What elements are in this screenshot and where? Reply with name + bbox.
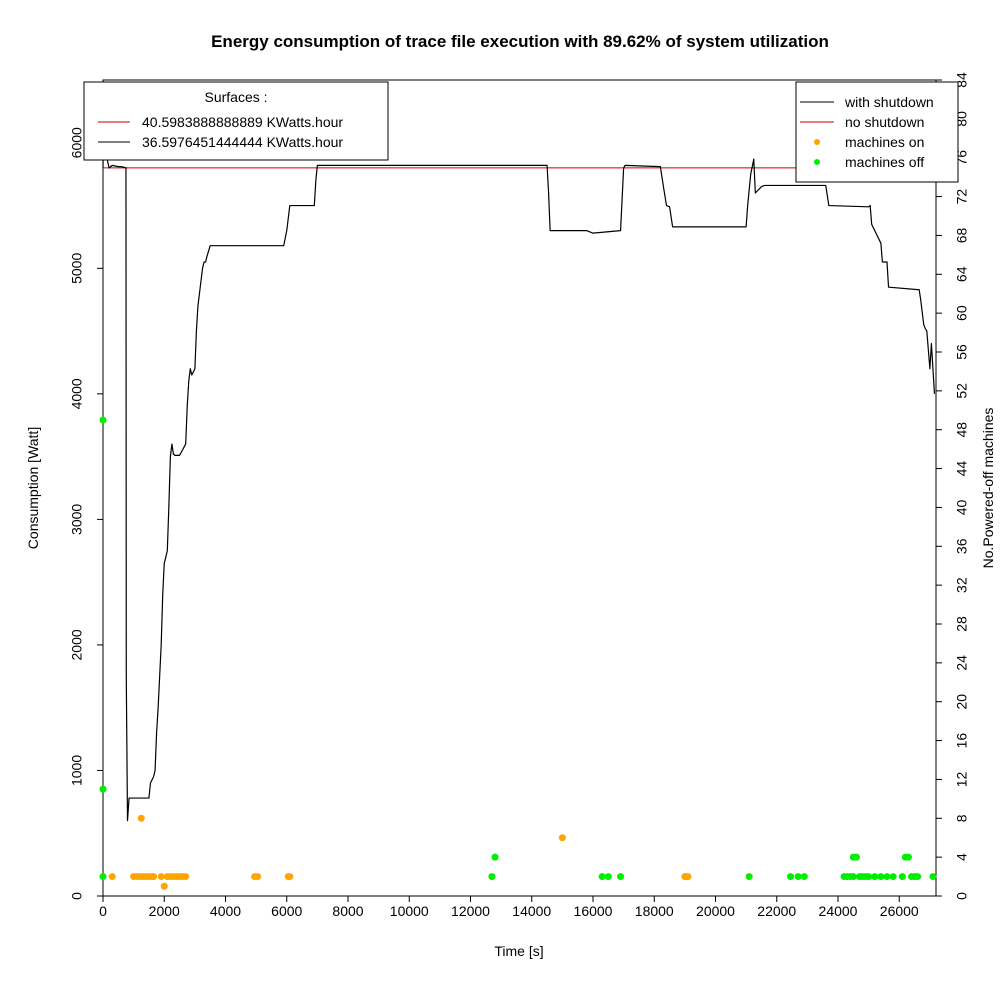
point-machines-off-9 [787,873,795,881]
point-machines-off-31 [914,873,922,881]
x-tick-label-6: 12000 [451,903,490,919]
series-legend: with shutdown no shutdown machines on ma… [795,81,959,183]
point-machines-on-26 [684,873,692,881]
y2-tick-label-9: 36 [954,538,970,554]
point-machines-off-26 [898,873,906,881]
y2-tick-label-13: 52 [954,383,970,399]
point-machines-on-11 [160,882,168,890]
point-machines-on-20 [254,873,262,881]
point-machines-off-22 [871,873,879,881]
y-tick-label-6: 6000 [69,127,85,158]
surfaces-legend-title: Surfaces : [204,89,267,105]
legend-label-with-shutdown: with shutdown [844,94,934,110]
y2-tick-label-8: 32 [954,577,970,593]
point-machines-on-4 [137,814,145,822]
point-machines-off-16 [849,873,857,881]
x-tick-label-8: 16000 [574,903,613,919]
chart-title: Energy consumption of trace file executi… [211,32,829,51]
x-tick-label-10: 20000 [696,903,735,919]
point-machines-off-32 [929,873,937,881]
x-tick-label-12: 24000 [819,903,858,919]
series-legend-box [795,81,959,183]
surfaces-legend-entry-1: 40.5983888888889 KWatts.hour [142,114,343,130]
point-machines-off-6 [604,873,612,881]
legend-key-machines-off [814,159,820,165]
series-line-with-shutdown [102,104,936,822]
x-axis-label: Time [s] [494,943,543,959]
point-machines-on-0 [108,873,116,881]
y2-axis-label: No.Powered-off machines [980,408,996,569]
point-machines-off-7 [617,873,625,881]
y-axis-label: Consumption [Watt] [25,427,41,549]
x-tick-label-13: 26000 [880,903,919,919]
x-tick-label-1: 2000 [149,903,180,919]
y2-tick-label-15: 60 [954,305,970,321]
point-machines-off-21 [865,873,873,881]
plot-area-frame [102,79,937,897]
y-tick-label-3: 3000 [69,504,85,535]
y2-tick-label-1: 4 [954,853,970,861]
legend-label-no-shutdown: no shutdown [845,114,924,130]
point-machines-off-25 [889,873,897,881]
x-tick-label-11: 22000 [757,903,796,919]
point-machines-off-2 [99,873,107,881]
y-tick-label-2: 2000 [69,629,85,660]
point-machines-on-23 [558,834,566,842]
point-machines-off-5 [598,873,606,881]
y-tick-label-1: 1000 [69,755,85,786]
surfaces-legend: Surfaces : 40.5983888888889 KWatts.hour … [83,81,389,161]
x-tick-label-5: 10000 [390,903,429,919]
y2-tick-label-12: 48 [954,422,970,438]
y-tick-label-4: 4000 [69,378,85,409]
x-tick-label-4: 8000 [332,903,363,919]
y2-tick-label-11: 44 [954,461,970,477]
y2-tick-label-14: 56 [954,344,970,360]
legend-label-machines-on: machines on [845,134,924,150]
point-machines-on-10 [157,873,165,881]
point-machines-off-11 [800,873,808,881]
point-machines-off-23 [877,873,885,881]
point-machines-off-3 [488,873,496,881]
y2-tick-label-4: 16 [954,733,970,749]
surfaces-legend-entry-2: 36.5976451444444 KWatts.hour [142,134,343,150]
legend-key-machines-on [814,139,820,145]
y2-tick-label-18: 72 [954,189,970,205]
point-machines-off-17 [852,853,860,861]
x-tick-label-9: 18000 [635,903,674,919]
point-machines-off-8 [745,873,753,881]
point-machines-on-22 [286,873,294,881]
point-machines-off-10 [794,873,802,881]
y-tick-label-5: 5000 [69,253,85,284]
y2-tick-label-7: 28 [954,616,970,632]
point-machines-on-18 [182,873,190,881]
x-tick-label-2: 4000 [210,903,241,919]
x-tick-label-7: 14000 [512,903,551,919]
x-tick-label-0: 0 [99,903,107,919]
point-machines-off-1 [99,785,107,793]
point-machines-on-9 [150,873,158,881]
y2-tick-label-10: 40 [954,499,970,515]
point-machines-off-28 [904,853,912,861]
y2-tick-label-6: 24 [954,655,970,671]
y2-tick-label-0: 0 [954,892,970,900]
point-machines-off-0 [99,416,107,424]
y2-tick-label-3: 12 [954,771,970,787]
y-tick-label-0: 0 [69,892,85,900]
legend-label-machines-off: machines off [845,154,924,170]
y2-tick-label-2: 8 [954,814,970,822]
point-machines-off-4 [491,853,499,861]
x-tick-label-3: 6000 [271,903,302,919]
y2-tick-label-5: 20 [954,694,970,710]
surfaces-legend-box [83,81,389,161]
y2-tick-label-17: 68 [954,227,970,243]
point-machines-off-24 [883,873,891,881]
y2-tick-label-16: 64 [954,266,970,282]
